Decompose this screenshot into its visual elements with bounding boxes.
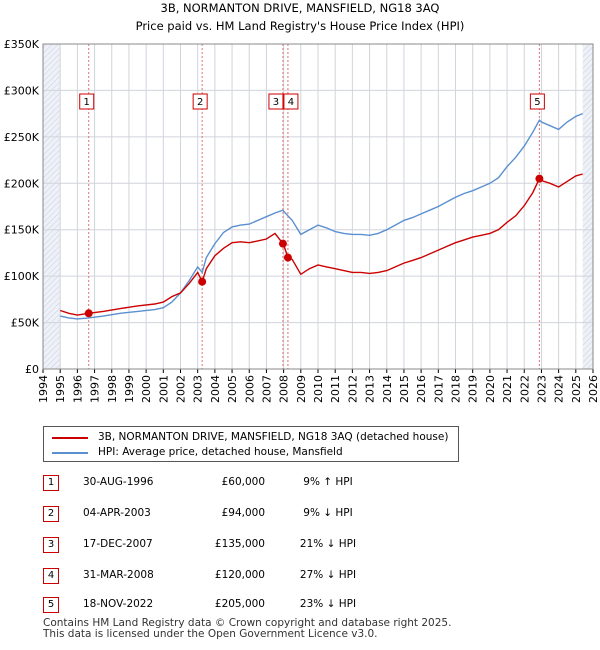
sale-number-badge: 2 bbox=[43, 506, 59, 522]
sale-label-text: 1 bbox=[84, 97, 90, 108]
y-tick-label: £0 bbox=[25, 363, 39, 376]
sale-label-box bbox=[283, 93, 299, 110]
sale-label-text: 4 bbox=[288, 97, 294, 108]
y-tick-label: £250K bbox=[4, 131, 40, 144]
x-tick-label: 2025 bbox=[570, 375, 583, 403]
plot-frame bbox=[42, 43, 594, 370]
sale-label-box bbox=[192, 93, 208, 110]
x-tick-label: 2021 bbox=[501, 375, 514, 403]
chart-legend: 3B, NORMANTON DRIVE, MANSFIELD, NG18 3AQ… bbox=[43, 426, 459, 462]
sale-row: 4 31-MAR-2008 £120,000 27% ↓ HPI bbox=[43, 568, 443, 584]
sale-row: 3 17-DEC-2007 £135,000 21% ↓ HPI bbox=[43, 537, 443, 553]
sale-price: £60,000 bbox=[221, 476, 265, 488]
sale-row: 5 18-NOV-2022 £205,000 23% ↓ HPI bbox=[43, 597, 443, 613]
x-tick-label: 2017 bbox=[432, 375, 445, 403]
sale-number-badge: 3 bbox=[43, 537, 59, 553]
sale-hpi-diff: 21% ↓ HPI bbox=[299, 538, 357, 550]
x-tick-label: 1996 bbox=[71, 375, 84, 403]
x-tick-label: 2015 bbox=[398, 375, 411, 403]
sale-price: £94,000 bbox=[221, 507, 265, 519]
legend-line-hpi bbox=[52, 452, 88, 454]
sale-date: 30-AUG-1996 bbox=[83, 476, 154, 488]
sale-number-badge: 1 bbox=[43, 475, 59, 491]
x-tick-label: 2008 bbox=[278, 375, 291, 403]
x-tick-label: 2000 bbox=[140, 375, 153, 403]
y-tick-label: £300K bbox=[4, 84, 40, 97]
x-tick-label: 2005 bbox=[226, 375, 239, 403]
chart-title-line1: 3B, NORMANTON DRIVE, MANSFIELD, NG18 3AQ bbox=[161, 1, 440, 15]
sale-date: 31-MAR-2008 bbox=[83, 569, 154, 581]
footer-attribution: Contains HM Land Registry data © Crown c… bbox=[43, 618, 451, 640]
sale-price: £120,000 bbox=[214, 569, 265, 581]
sale-point bbox=[535, 174, 544, 183]
footer-line-2: This data is licensed under the Open Gov… bbox=[43, 628, 378, 640]
sale-price: £205,000 bbox=[214, 598, 265, 610]
x-tick-label: 2011 bbox=[329, 375, 342, 403]
x-tick-label: 2007 bbox=[260, 375, 273, 403]
y-tick-label: £200K bbox=[4, 177, 40, 190]
x-tick-label: 2016 bbox=[415, 375, 428, 403]
footer-line-1: Contains HM Land Registry data © Crown c… bbox=[43, 617, 452, 629]
sale-row: 1 30-AUG-1996 £60,000 9% ↑ HPI bbox=[43, 475, 443, 491]
series-line bbox=[59, 173, 583, 316]
sale-hpi-diff: 9% ↓ HPI bbox=[303, 507, 353, 519]
y-tick-label: £350K bbox=[4, 38, 40, 51]
data-range-area bbox=[60, 44, 583, 369]
sale-date: 18-NOV-2022 bbox=[83, 598, 154, 610]
sale-hpi-diff: 9% ↑ HPI bbox=[303, 476, 353, 488]
sale-hpi-diff: 27% ↓ HPI bbox=[299, 569, 357, 581]
legend-label-hpi: HPI: Average price, detached house, Mans… bbox=[98, 446, 343, 458]
x-tick-label: 1994 bbox=[37, 375, 50, 403]
x-tick-label: 2001 bbox=[157, 375, 170, 403]
price-chart: 3B, NORMANTON DRIVE, MANSFIELD, NG18 3AQ… bbox=[4, 1, 600, 403]
legend-line-property bbox=[52, 437, 88, 439]
sale-label-text: 2 bbox=[197, 97, 203, 108]
sale-number-badge: 5 bbox=[43, 597, 59, 613]
y-tick-label: £50K bbox=[11, 317, 40, 330]
sale-label-box bbox=[529, 93, 545, 110]
sale-price: £135,000 bbox=[214, 538, 265, 550]
sale-label-text: 3 bbox=[273, 97, 279, 108]
x-tick-label: 2018 bbox=[450, 375, 463, 403]
x-tick-label: 2004 bbox=[209, 375, 222, 403]
sale-point bbox=[283, 253, 292, 262]
sale-date: 04-APR-2003 bbox=[83, 507, 151, 519]
x-tick-label: 2009 bbox=[295, 375, 308, 403]
x-tick-label: 2026 bbox=[587, 375, 600, 403]
sale-point bbox=[84, 309, 93, 318]
hatched-area-right bbox=[582, 44, 593, 369]
x-tick-label: 1998 bbox=[106, 375, 119, 403]
sale-point bbox=[278, 239, 287, 248]
sale-number-badge: 4 bbox=[43, 568, 59, 584]
sale-point bbox=[198, 277, 207, 286]
sale-date: 17-DEC-2007 bbox=[83, 538, 153, 550]
x-tick-label: 2006 bbox=[243, 375, 256, 403]
sale-label-box bbox=[268, 93, 284, 110]
x-tick-label: 2020 bbox=[484, 375, 497, 403]
x-tick-label: 2012 bbox=[346, 375, 359, 403]
x-tick-label: 2024 bbox=[553, 375, 566, 403]
y-tick-label: £100K bbox=[4, 270, 40, 283]
x-tick-label: 1999 bbox=[123, 375, 136, 403]
x-tick-label: 2022 bbox=[518, 375, 531, 403]
sale-label-text: 5 bbox=[534, 97, 540, 108]
x-tick-label: 2013 bbox=[364, 375, 377, 403]
sale-row: 2 04-APR-2003 £94,000 9% ↓ HPI bbox=[43, 506, 443, 522]
x-tick-label: 1997 bbox=[89, 375, 102, 403]
y-tick-label: £150K bbox=[4, 224, 40, 237]
x-tick-label: 2002 bbox=[175, 375, 188, 403]
x-tick-label: 2023 bbox=[535, 375, 548, 403]
x-tick-label: 2010 bbox=[312, 375, 325, 403]
sale-hpi-diff: 23% ↓ HPI bbox=[299, 598, 357, 610]
x-tick-label: 2003 bbox=[192, 375, 205, 403]
x-tick-label: 2014 bbox=[381, 375, 394, 403]
hatched-area-left bbox=[43, 44, 61, 369]
legend-label-property: 3B, NORMANTON DRIVE, MANSFIELD, NG18 3AQ… bbox=[98, 431, 449, 443]
chart-title-line2: Price paid vs. HM Land Registry's House … bbox=[136, 19, 465, 33]
sale-label-box bbox=[79, 93, 95, 110]
x-tick-label: 2019 bbox=[467, 375, 480, 403]
x-tick-label: 1995 bbox=[54, 375, 67, 403]
